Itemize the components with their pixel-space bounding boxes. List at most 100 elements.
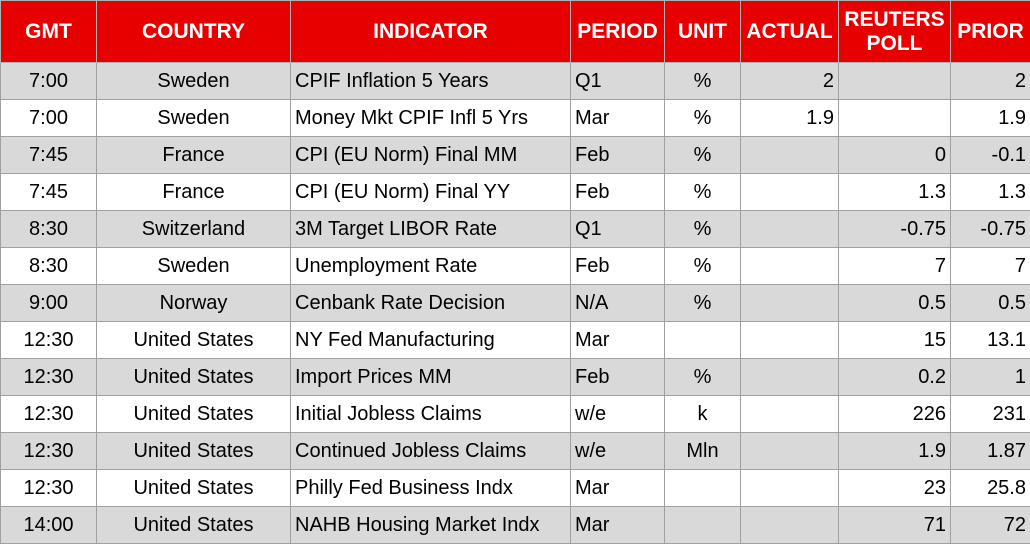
table-cell: 3M Target LIBOR Rate <box>291 211 571 248</box>
table-cell: % <box>665 211 741 248</box>
table-cell: % <box>665 63 741 100</box>
table-cell: % <box>665 359 741 396</box>
table-cell: 12:30 <box>1 359 97 396</box>
table-cell: NAHB Housing Market Indx <box>291 507 571 544</box>
table-cell <box>741 137 839 174</box>
table-cell: -0.1 <box>951 137 1030 174</box>
table-cell: France <box>97 174 291 211</box>
column-header: PERIOD <box>571 1 665 63</box>
table-cell <box>741 248 839 285</box>
table-cell: Q1 <box>571 63 665 100</box>
table-cell: % <box>665 174 741 211</box>
table-cell: 12:30 <box>1 322 97 359</box>
table-cell: CPIF Inflation 5 Years <box>291 63 571 100</box>
table-cell <box>741 174 839 211</box>
table-cell <box>741 396 839 433</box>
table-cell: -0.75 <box>951 211 1030 248</box>
table-cell: 8:30 <box>1 211 97 248</box>
table-cell: 25.8 <box>951 470 1030 507</box>
table-cell <box>839 100 951 137</box>
table-cell: 7 <box>839 248 951 285</box>
table-cell: 7:00 <box>1 63 97 100</box>
table-cell <box>741 433 839 470</box>
table-cell: 1.3 <box>951 174 1030 211</box>
table-cell <box>665 470 741 507</box>
table-cell: Sweden <box>97 63 291 100</box>
table-cell: % <box>665 285 741 322</box>
table-cell: k <box>665 396 741 433</box>
table-cell: 12:30 <box>1 433 97 470</box>
table-cell: 0.2 <box>839 359 951 396</box>
table-cell: Unemployment Rate <box>291 248 571 285</box>
table-cell: Sweden <box>97 100 291 137</box>
table-cell: United States <box>97 470 291 507</box>
table-cell <box>839 63 951 100</box>
table-cell: 71 <box>839 507 951 544</box>
table-cell: 0 <box>839 137 951 174</box>
table-cell: Cenbank Rate Decision <box>291 285 571 322</box>
table-cell <box>665 507 741 544</box>
column-header: UNIT <box>665 1 741 63</box>
table-cell: 1.9 <box>741 100 839 137</box>
table-cell: -0.75 <box>839 211 951 248</box>
table-cell: Sweden <box>97 248 291 285</box>
table-cell: N/A <box>571 285 665 322</box>
column-header: COUNTRY <box>97 1 291 63</box>
table-cell: Feb <box>571 359 665 396</box>
table-cell: 2 <box>951 63 1030 100</box>
table-cell: CPI (EU Norm) Final YY <box>291 174 571 211</box>
table-cell: 231 <box>951 396 1030 433</box>
table-cell: 12:30 <box>1 470 97 507</box>
table-cell: Mar <box>571 322 665 359</box>
table-cell: 1.87 <box>951 433 1030 470</box>
table-cell: Feb <box>571 248 665 285</box>
table-cell: 1 <box>951 359 1030 396</box>
table-cell: Initial Jobless Claims <box>291 396 571 433</box>
table-cell: Mar <box>571 470 665 507</box>
table-cell: 1.9 <box>839 433 951 470</box>
table-cell: NY Fed Manufacturing <box>291 322 571 359</box>
table-cell: United States <box>97 396 291 433</box>
table-cell: w/e <box>571 433 665 470</box>
table-cell: United States <box>97 359 291 396</box>
table-cell: Mar <box>571 100 665 137</box>
column-header: INDICATOR <box>291 1 571 63</box>
table-cell: 7 <box>951 248 1030 285</box>
column-header: ACTUAL <box>741 1 839 63</box>
table-cell: United States <box>97 507 291 544</box>
table-cell <box>741 470 839 507</box>
table-cell: Import Prices MM <box>291 359 571 396</box>
table-cell: United States <box>97 322 291 359</box>
table-cell: 1.9 <box>951 100 1030 137</box>
table-cell: 7:45 <box>1 137 97 174</box>
table-cell: Mar <box>571 507 665 544</box>
table-cell: % <box>665 137 741 174</box>
table-cell: 226 <box>839 396 951 433</box>
table-cell: Norway <box>97 285 291 322</box>
table-cell: Feb <box>571 137 665 174</box>
table-cell <box>665 322 741 359</box>
column-header: GMT <box>1 1 97 63</box>
table-cell: 9:00 <box>1 285 97 322</box>
table-cell: % <box>665 248 741 285</box>
table-cell: 0.5 <box>951 285 1030 322</box>
table-cell: Q1 <box>571 211 665 248</box>
table-cell: Money Mkt CPIF Infl 5 Yrs <box>291 100 571 137</box>
column-header: PRIOR <box>951 1 1030 63</box>
table-cell: 7:00 <box>1 100 97 137</box>
table-cell: 72 <box>951 507 1030 544</box>
